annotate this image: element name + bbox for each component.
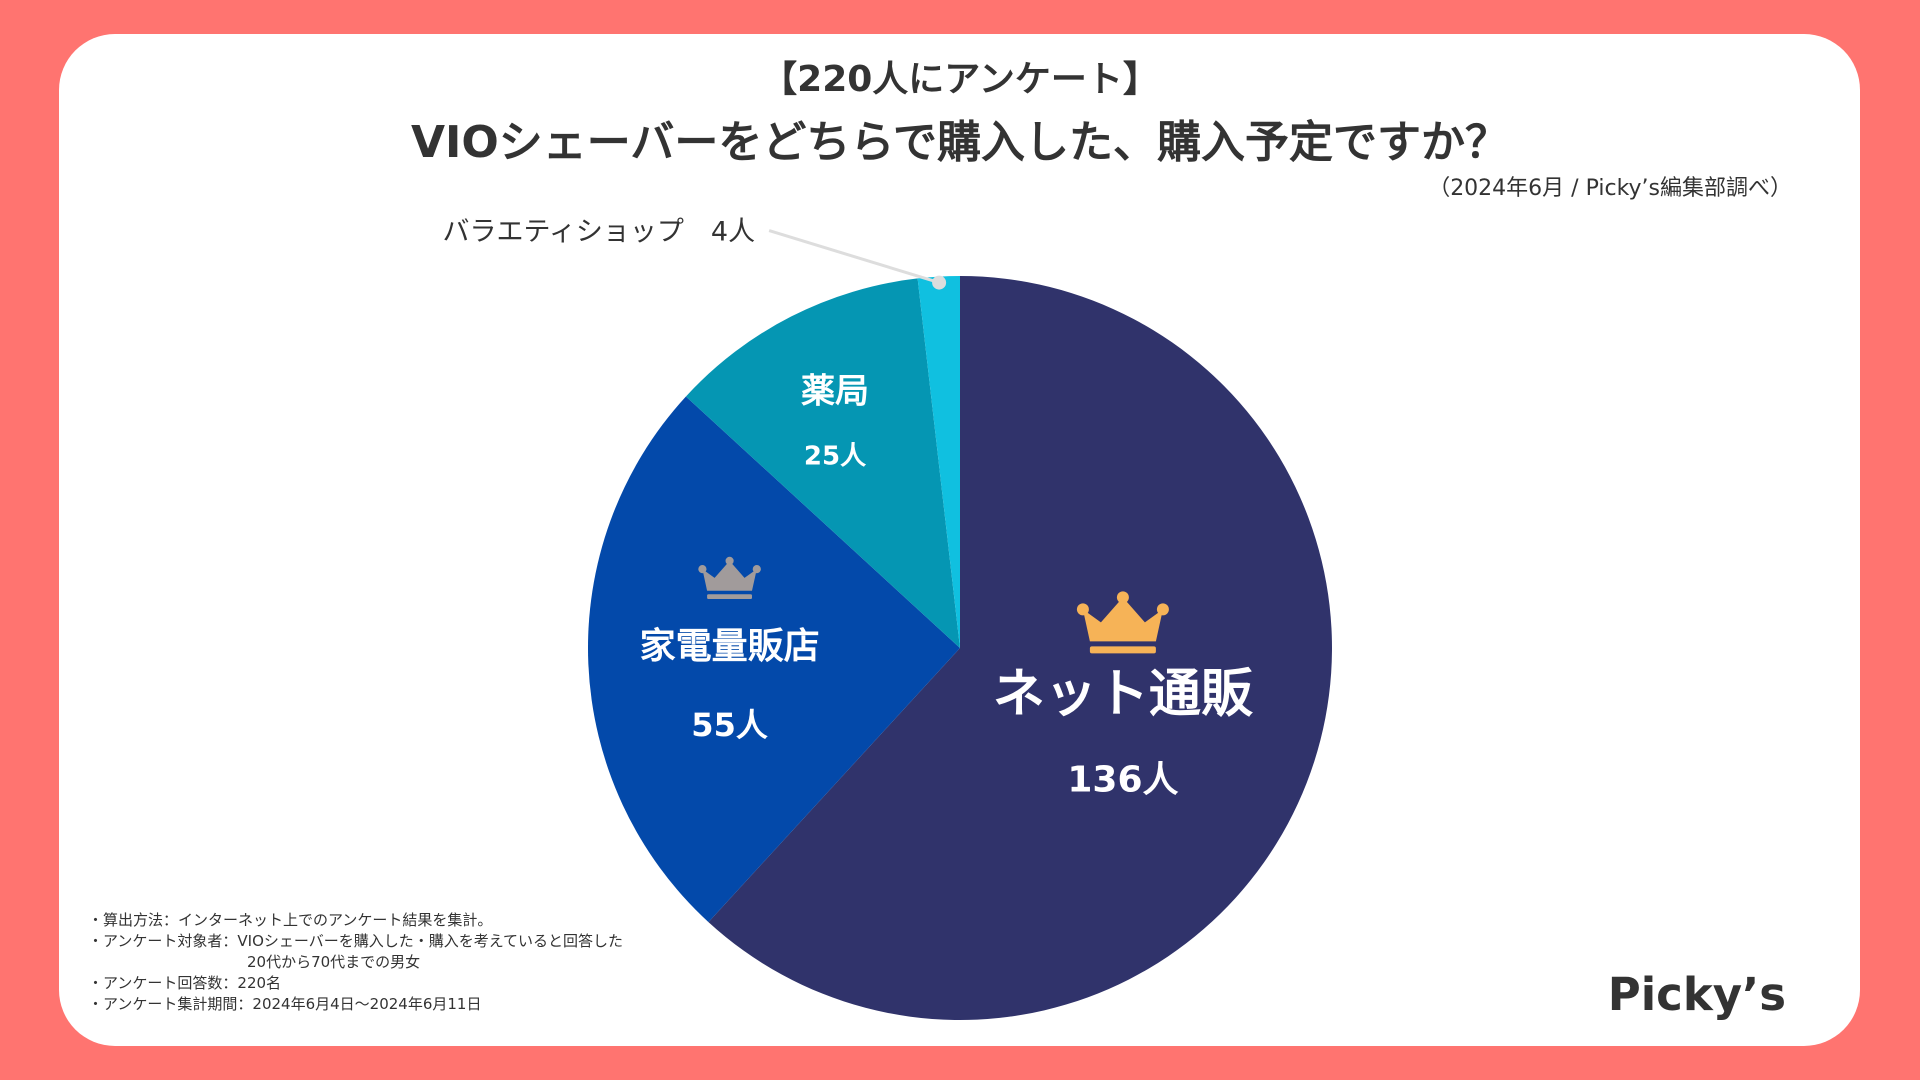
slice-value-label: 25人 <box>804 442 866 472</box>
pie-slice <box>587 396 960 923</box>
pie-slice <box>708 276 1332 1020</box>
callout-line <box>768 229 940 285</box>
chart-title: VIOシェーバーをどちらで購入した、購入予定ですか？ <box>410 117 1510 168</box>
note-target: ・アンケート対象者：VIOシェーバーを購入した・購入を考えていると回答した <box>88 932 623 950</box>
survey-notes: ・算出方法：インターネット上でのアンケート結果を集計。 ・アンケート対象者：VI… <box>88 910 623 1015</box>
crown-icon <box>698 556 761 599</box>
pie-slice <box>685 278 960 648</box>
crown-icon <box>1076 591 1169 654</box>
brand-logo: Picky’s <box>1607 968 1786 1021</box>
callout-dot <box>932 275 947 290</box>
slice-value-label: 136人 <box>1067 759 1178 800</box>
note-period: ・アンケート集計期間：2024年6月4日～2024年6月11日 <box>88 995 482 1013</box>
slice-category-label: 家電量販店 <box>640 626 820 667</box>
note-method: ・算出方法：インターネット上でのアンケート結果を集計。 <box>88 911 493 929</box>
callout-label: バラエティショップ 4人 <box>443 217 756 248</box>
pie-slice <box>917 275 960 648</box>
slice-value-label: 55人 <box>691 706 768 744</box>
note-respondents: ・アンケート回答数：220名 <box>88 974 282 992</box>
survey-tag: 【220人にアンケート】 <box>761 59 1159 100</box>
slice-category-label: ネット通販 <box>993 664 1254 724</box>
source-note: （2024年6月 / Picky’s編集部調べ） <box>1428 176 1792 201</box>
note-target-cont: 20代から70代までの男女 <box>247 953 421 971</box>
slice-category-label: 薬局 <box>801 372 869 412</box>
